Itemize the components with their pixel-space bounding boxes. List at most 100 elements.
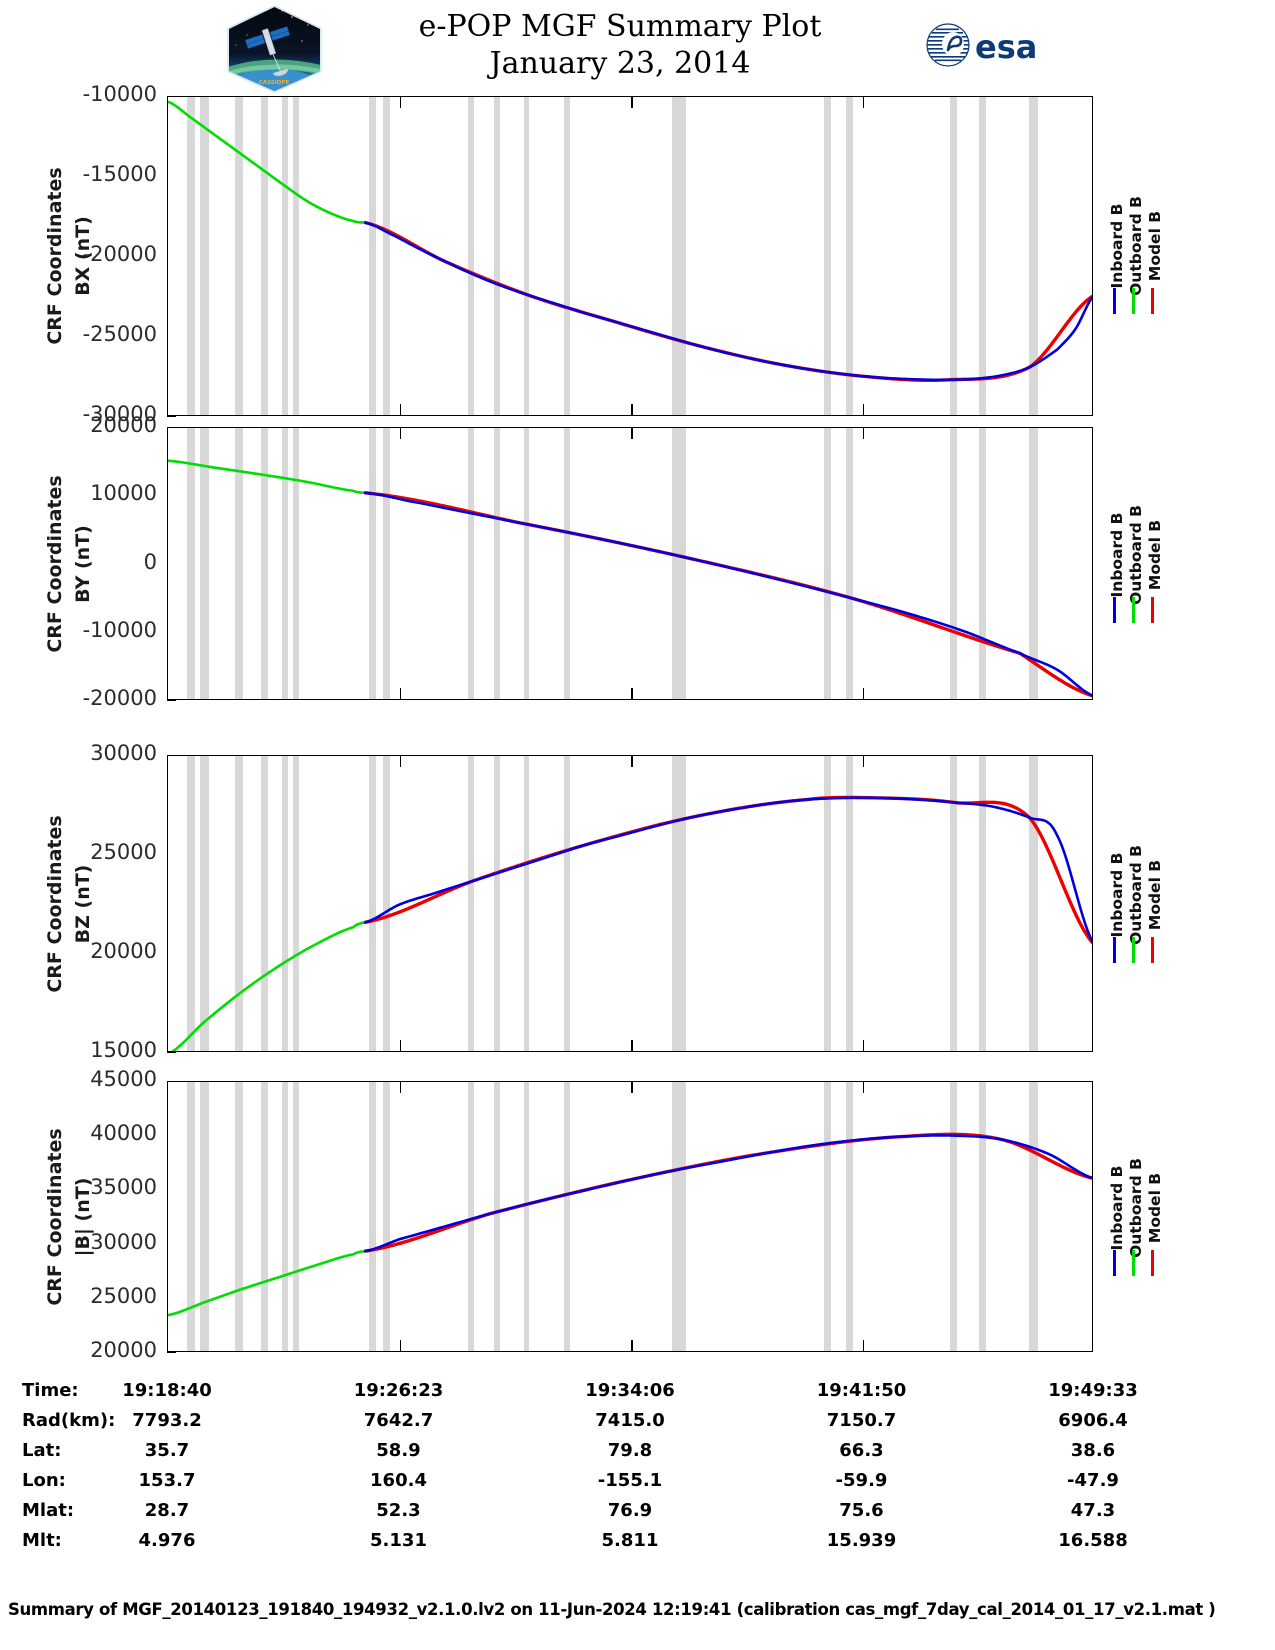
table-cell: 7793.2 <box>132 1410 202 1431</box>
data-gap-band <box>823 756 831 1051</box>
table-row: Lon: 153.7 160.4 -155.1 -59.9 -47.9 <box>0 1470 1275 1498</box>
data-gap-band <box>382 428 391 699</box>
trace-model-b-panel-2 <box>363 795 1092 945</box>
table-cell: -59.9 <box>835 1470 888 1491</box>
ephemeris-table: Time: 19:18:40 19:26:23 19:34:06 19:41:50 19:… <box>0 1380 1275 1580</box>
x-tick-top-panel-0-1 <box>399 97 402 108</box>
trace-layer-panel-3 <box>168 1132 1092 1317</box>
table-cell: 4.976 <box>138 1530 196 1551</box>
data-gap-band <box>845 756 854 1051</box>
x-tick-bottom-panel-3-2 <box>631 1340 633 1351</box>
table-cell: 19:26:23 <box>353 1380 444 1401</box>
esa-agency-logo-icon: esa <box>926 23 1037 67</box>
table-cell: 7415.0 <box>595 1410 665 1431</box>
data-gap-band <box>260 428 268 699</box>
data-gap-band <box>979 756 986 1051</box>
x-tick-bottom-panel-1-2 <box>631 688 633 699</box>
data-gap-band <box>564 1082 570 1351</box>
plot-area-panel-1 <box>167 427 1093 700</box>
data-gap-band <box>1029 1082 1039 1351</box>
table-cell: 38.6 <box>1070 1440 1116 1461</box>
data-gap-band <box>199 756 209 1051</box>
y-tick-label-panel-1-1: 10000 <box>90 481 157 506</box>
data-gap-band <box>950 1082 957 1351</box>
trace-layer-panel-2 <box>170 795 1092 1051</box>
table-cell: 75.6 <box>839 1500 884 1521</box>
x-tick-top-panel-1-3 <box>862 428 865 439</box>
table-row-label: Rad(km): <box>22 1410 116 1431</box>
y-tick-label-panel-0-3: -25000 <box>82 322 157 346</box>
plot-area-panel-2 <box>167 755 1093 1052</box>
data-gap-band <box>234 97 243 415</box>
table-cell: 160.4 <box>370 1470 427 1491</box>
legend-swatch-outboard-b-panel-1 <box>1132 597 1135 624</box>
data-gap-band <box>199 97 209 415</box>
data-gap-band <box>823 428 831 699</box>
table-cell: 7642.7 <box>363 1410 434 1431</box>
data-gap-band <box>468 428 474 699</box>
legend-swatch-inboard-b-panel-1 <box>1113 597 1116 624</box>
data-gap-band <box>382 1082 391 1351</box>
table-cell: 16.588 <box>1058 1530 1128 1551</box>
data-gap-band <box>293 756 300 1051</box>
table-cell: 47.3 <box>1070 1500 1116 1521</box>
trace-inboard-b-panel-2 <box>363 796 1092 944</box>
data-gap-band <box>369 97 377 415</box>
data-gap-band <box>293 97 300 415</box>
table-cell: 35.7 <box>144 1440 190 1461</box>
data-gap-band <box>199 1082 209 1351</box>
data-gap-band <box>234 756 243 1051</box>
x-tick-bottom-panel-1-3 <box>862 688 865 699</box>
y-tick-label-panel-3-4: 25000 <box>90 1283 157 1308</box>
y-tick-label-panel-1-2: 0 <box>143 549 157 574</box>
table-cell: 19:41:50 <box>816 1380 907 1401</box>
data-gap-band <box>823 97 831 415</box>
table-row-label: Lon: <box>22 1470 66 1491</box>
svg-text:CASSIOPE: CASSIOPE <box>259 80 290 86</box>
legend-label-inboard-b-panel-1: Inboard B <box>1108 512 1126 598</box>
trace-outboard-b-panel-0 <box>168 100 367 224</box>
table-cell: 28.7 <box>144 1500 190 1521</box>
x-tick-bottom-panel-3-3 <box>862 1340 865 1351</box>
data-gap-band <box>671 1082 686 1351</box>
y-tick-label-panel-1-0: 20000 <box>90 413 157 437</box>
data-gap-band <box>564 97 570 415</box>
data-gap-band <box>523 97 530 415</box>
table-row-label: Mlat: <box>22 1500 75 1521</box>
table-cell: 79.8 <box>607 1440 653 1461</box>
data-gap-band <box>199 428 209 699</box>
y-axis-label-line2-panel-2: BZ (nT) <box>72 864 94 943</box>
table-cell: 5.131 <box>370 1530 427 1551</box>
table-cell: 7150.7 <box>826 1410 897 1431</box>
data-gap-band <box>493 97 501 415</box>
data-gap-band <box>468 756 474 1051</box>
title-line-1: e-POP MGF Summary Plot <box>418 9 822 44</box>
legend-label-model-b-panel-2: Model B <box>1146 859 1164 930</box>
x-tick-bottom-panel-1-1 <box>399 688 402 699</box>
legend-swatch-model-b-panel-3 <box>1151 1250 1154 1277</box>
table-cell: 153.7 <box>138 1470 196 1491</box>
table-cell: 58.9 <box>376 1440 421 1461</box>
data-gap-band <box>382 756 391 1051</box>
data-gap-band <box>468 97 474 415</box>
y-tick-label-panel-1-4: -20000 <box>82 686 157 710</box>
x-tick-top-panel-1-1 <box>399 428 402 439</box>
y-tick-label-panel-3-0: 45000 <box>90 1067 157 1091</box>
data-gap-band <box>186 428 196 699</box>
data-gap-band <box>293 1082 300 1351</box>
data-gap-band <box>523 756 530 1051</box>
legend-label-model-b-panel-0: Model B <box>1146 211 1164 282</box>
legend-swatch-model-b-panel-0 <box>1151 288 1154 315</box>
legend-label-inboard-b-panel-0: Inboard B <box>1108 203 1126 289</box>
data-gap-band <box>823 1082 831 1351</box>
data-gap-band <box>260 1082 268 1351</box>
table-row-label: Mlt: <box>22 1530 62 1551</box>
table-row: Mlt: 4.976 5.131 5.811 15.939 16.588 <box>0 1530 1275 1558</box>
y-tick-label-panel-3-1: 40000 <box>90 1121 157 1146</box>
data-gap-band <box>293 428 300 699</box>
data-gap-band <box>234 1082 243 1351</box>
table-row: Lat: 35.7 58.9 79.8 66.3 38.6 <box>0 1440 1275 1468</box>
y-tick-label-panel-0-0: -10000 <box>82 82 157 106</box>
table-cell: 19:18:40 <box>122 1380 212 1401</box>
table-row-label: Time: <box>22 1380 79 1401</box>
